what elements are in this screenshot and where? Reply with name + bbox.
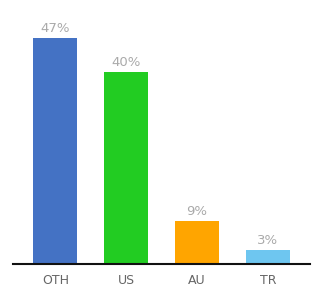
Bar (175, 221, 219, 264)
Text: 40%: 40% (111, 56, 141, 69)
Bar (104, 71, 148, 264)
Text: 3%: 3% (257, 234, 278, 247)
Text: 9%: 9% (187, 205, 208, 218)
Bar (246, 250, 290, 264)
Bar (33, 38, 77, 264)
Text: 47%: 47% (41, 22, 70, 35)
